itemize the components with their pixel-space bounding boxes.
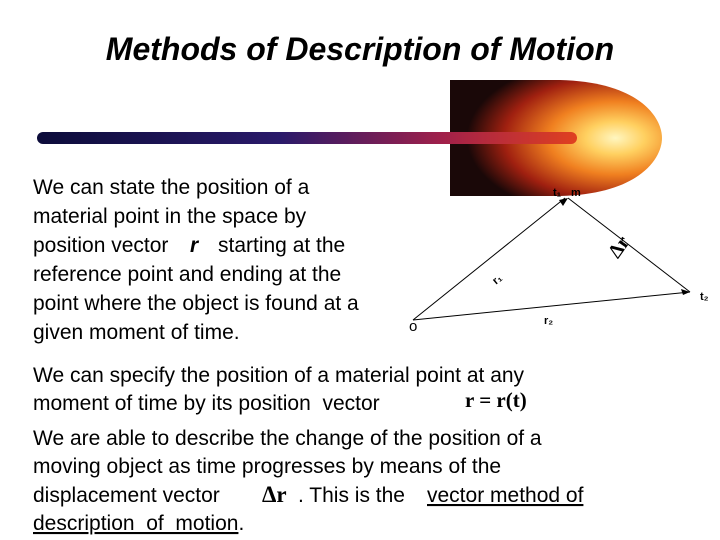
vector-r2 <box>412 291 691 321</box>
vector-delta-r <box>567 197 691 293</box>
text-line: point where the object is found at a <box>33 292 359 315</box>
decoration <box>37 80 662 196</box>
text: position vector <box>33 234 168 257</box>
text-line: moment of time by its position vector <box>33 392 380 415</box>
text-line: description of motion. <box>33 512 244 535</box>
text: displacement vector <box>33 484 220 507</box>
text-line: moving object as time progresses by mean… <box>33 455 501 478</box>
text: starting at the <box>218 234 345 257</box>
formula: r = r(t) <box>465 388 527 412</box>
arrow-head <box>681 289 690 295</box>
paragraph-1: We can state the position of a material … <box>33 176 359 344</box>
text-line: We can state the position of a <box>33 176 310 199</box>
diagram: t₁ m Δr r₁ r₂ o t₂ <box>409 187 709 335</box>
link-text: description of motion <box>33 512 238 535</box>
paragraph-3: We are able to describe the change of th… <box>33 427 584 535</box>
link-text: vector method of <box>427 484 584 507</box>
label: o <box>409 318 417 335</box>
label: m <box>571 187 581 199</box>
text-line: We can specify the position of a materia… <box>33 364 525 387</box>
text-line: material point in the space by <box>33 205 307 228</box>
text-line: reference point and ending at the <box>33 263 341 286</box>
label: Δr <box>604 232 634 262</box>
text-line: displacement vector Δr . This is the vector… <box>33 482 584 507</box>
text: . This is the <box>298 484 405 507</box>
symbol: Δr <box>262 482 287 507</box>
vector-r1 <box>412 197 566 321</box>
arrow-head <box>559 198 568 206</box>
label: t₁ <box>553 187 562 199</box>
label: r₂ <box>544 315 553 327</box>
text-line: position vector r starting at the <box>33 234 345 257</box>
paragraph-2: We can specify the position of a materia… <box>33 364 527 415</box>
label: t₂ <box>700 291 709 303</box>
text-line: given moment of time. <box>33 321 240 344</box>
text-line: We are able to describe the change of th… <box>33 427 542 450</box>
label: r₁ <box>490 272 505 287</box>
title: Methods of Description of Motion <box>106 31 614 67</box>
symbol: r <box>190 234 200 257</box>
text: . <box>238 512 244 535</box>
